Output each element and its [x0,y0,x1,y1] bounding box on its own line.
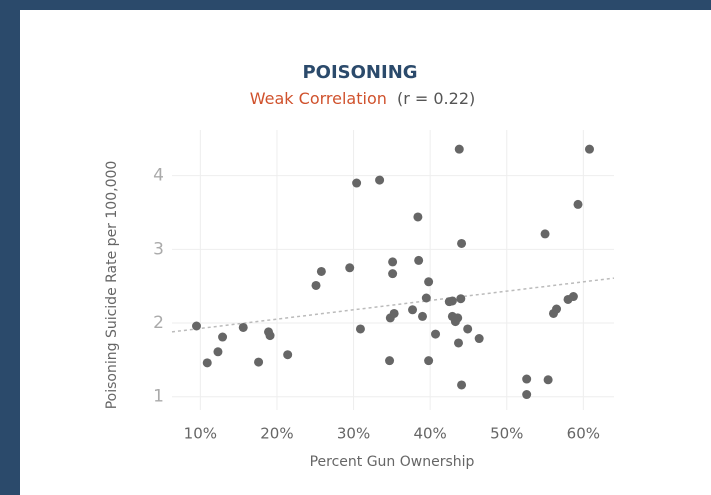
point [457,380,467,390]
x-tick-label: 20% [260,425,293,443]
point [543,375,553,385]
point [447,296,457,306]
point [453,313,463,323]
point [254,357,264,367]
point [453,338,463,348]
point [540,229,550,239]
point [388,269,398,279]
point [311,280,321,290]
y-tick-label: 4 [153,166,164,186]
point [474,334,484,344]
point [424,277,434,287]
point [424,356,434,366]
x-tick-label: 10% [184,425,217,443]
x-tick-label: 40% [413,425,446,443]
point [213,347,223,357]
point [355,324,365,334]
x-axis-label: Percent Gun Ownership [310,454,475,470]
y-tick-label: 3 [153,239,164,259]
point [388,257,398,267]
chart-title: POISONING [302,62,417,83]
y-tick-label: 1 [153,387,164,407]
point [568,292,578,302]
point [522,374,532,384]
point [431,329,441,339]
point [573,199,583,209]
point [457,238,467,248]
y-axis-label: Poisoning Suicide Rate per 100,000 [104,161,120,410]
point [283,350,293,360]
trend-line [171,277,615,333]
point [389,308,399,318]
point [385,356,395,366]
point [202,358,212,368]
point [218,332,228,342]
point [421,293,431,303]
point [413,212,423,222]
point [584,144,594,154]
point [352,178,362,188]
point [417,311,427,321]
panel [20,10,711,495]
point [522,390,532,400]
point [454,144,464,154]
point [375,175,385,185]
x-tick-label: 30% [337,425,370,443]
point [456,294,466,304]
point [265,331,275,341]
x-tick-label: 50% [490,425,523,443]
subtitle: Weak Correlation [250,89,387,108]
point [552,304,562,314]
point [192,321,202,331]
x-tick-label: 60% [567,425,600,443]
point [316,266,326,276]
chart-subtitle: Weak Correlation (r = 0.22) [250,89,475,108]
point [414,255,424,265]
point [463,324,473,334]
point [238,322,248,332]
point [408,305,418,315]
subtitle-stat: (r = 0.22) [397,89,475,108]
point [345,263,355,273]
y-tick-label: 2 [153,313,164,333]
